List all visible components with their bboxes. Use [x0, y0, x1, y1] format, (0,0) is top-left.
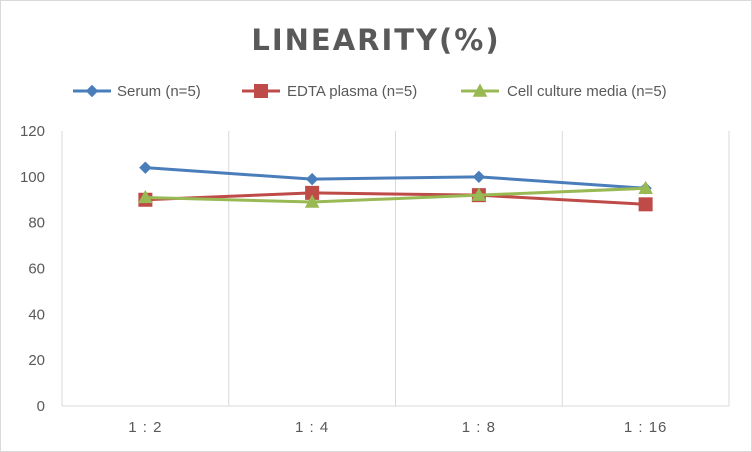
y-tick-label: 0	[37, 398, 45, 415]
series-line	[143, 186, 648, 204]
legend-label: Cell culture media (n=5)	[507, 83, 667, 100]
y-axis: 0 20 40 60 80 100 120	[20, 123, 45, 415]
data-point	[139, 161, 152, 174]
chart-title: LINEARITY(%)	[251, 23, 500, 57]
x-tick-label: 1 : 8	[462, 419, 496, 436]
legend-label: Serum (n=5)	[117, 83, 201, 100]
legend-item: EDTA plasma (n=5)	[242, 83, 417, 100]
data-point	[471, 187, 487, 201]
y-tick-label: 100	[20, 169, 45, 186]
legend-marker	[472, 83, 488, 97]
y-tick-label: 20	[28, 352, 45, 369]
series-line	[143, 191, 648, 206]
data-point	[304, 194, 320, 208]
x-axis: 1 : 2 1 : 4 1 : 8 1 : 16	[62, 405, 729, 436]
data-point	[638, 180, 653, 194]
legend-marker	[85, 84, 99, 98]
y-tick-label: 40	[28, 306, 45, 323]
data-point	[472, 170, 486, 184]
x-tick-label: 1 : 16	[624, 419, 668, 436]
series-cell-culture-media-n-5	[138, 180, 653, 208]
y-tick-label: 80	[28, 215, 45, 232]
data-point	[638, 197, 653, 212]
legend-label: EDTA plasma (n=5)	[287, 83, 417, 100]
y-tick-label: 60	[28, 261, 45, 278]
series-layer	[138, 161, 653, 212]
y-tick-label: 120	[20, 123, 45, 140]
series-line	[143, 166, 648, 190]
legend-item: Serum (n=5)	[73, 83, 201, 100]
data-point	[305, 172, 319, 186]
legend-marker	[254, 84, 268, 98]
x-tick-label: 1 : 4	[295, 419, 329, 436]
gridlines	[61, 131, 730, 406]
x-tick-label: 1 : 2	[128, 419, 162, 436]
data-point	[138, 189, 153, 204]
legend-item: Cell culture media (n=5)	[461, 83, 667, 100]
series-serum-n-5	[139, 161, 652, 195]
legend: Serum (n=5) EDTA plasma (n=5) Cell culture…	[73, 83, 667, 100]
